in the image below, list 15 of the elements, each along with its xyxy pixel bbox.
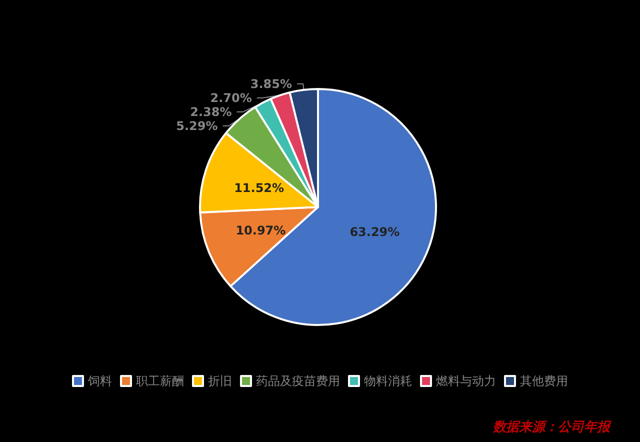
data-label: 3.85% [250,76,292,91]
legend-label: 折旧 [208,374,232,388]
data-label: 10.97% [236,224,286,238]
legend-label: 燃料与动力 [436,374,496,388]
data-label: 63.29% [350,225,400,240]
legend-label: 药品及疫苗费用 [256,374,340,388]
legend-label: 饲料 [87,374,112,388]
data-label: 11.52% [234,180,284,195]
data-label: 2.38% [190,104,232,119]
legend-label: 物料消耗 [364,374,412,388]
legend-label: 其他费用 [520,374,568,388]
legend-label: 职工薪酬 [136,374,184,388]
source-note: 数据来源：公司年报 [492,420,612,435]
data-label: 2.70% [210,90,252,105]
data-label: 5.29% [176,118,218,133]
